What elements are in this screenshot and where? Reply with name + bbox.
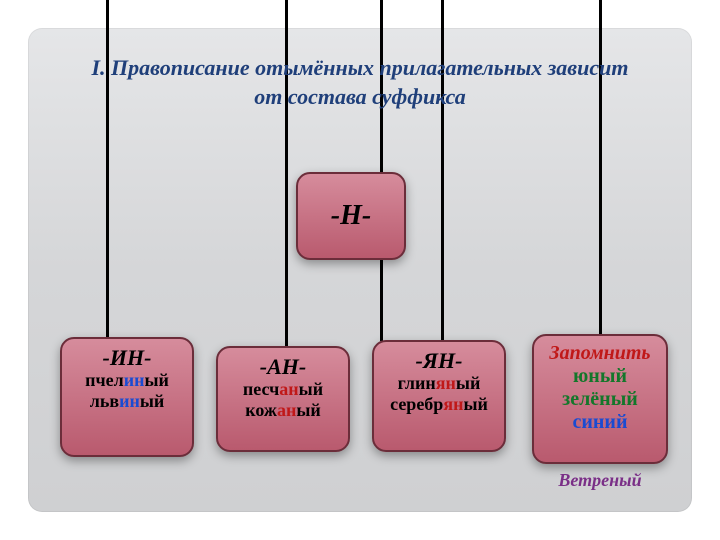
zap-word: зелёный [538, 388, 662, 411]
word-fragment: льв [90, 391, 119, 411]
word-fragment: ин [124, 370, 145, 390]
word-fragment: ан [277, 400, 296, 420]
slide: I. Правописание отымённых прилагательных… [0, 0, 720, 540]
box-zap-title: Запомнить [538, 342, 662, 365]
word-fragment: кож [245, 400, 277, 420]
box-in: -ИН-пчелиныйльвиный [60, 337, 194, 457]
box-in-suffix: -ИН- [66, 345, 188, 370]
connector-line [380, 0, 383, 341]
box-n: -Н- [296, 172, 406, 260]
box-n-label: -Н- [331, 200, 371, 232]
page-title: I. Правописание отымённых прилагательных… [0, 54, 720, 111]
example-word: песчаный [222, 379, 344, 400]
connector-line [441, 0, 444, 342]
word-fragment: ый [299, 379, 323, 399]
box-in-words: пчелиныйльвиный [66, 370, 188, 411]
box-an-suffix: -АН- [222, 354, 344, 379]
word-fragment: ый [456, 373, 480, 393]
word-fragment: пчел [85, 370, 124, 390]
box-yan-words: глиняныйсеребряный [378, 373, 500, 414]
connector-line [285, 0, 288, 349]
connector-line [599, 0, 602, 336]
example-word: глиняный [378, 373, 500, 394]
example-word: пчелиный [66, 370, 188, 391]
zap-word: синий [538, 411, 662, 434]
word-fragment: глин [398, 373, 436, 393]
zap-word: юный [538, 365, 662, 388]
word-fragment: ый [463, 394, 487, 414]
word-fragment: ый [144, 370, 168, 390]
box-an-words: песчаныйкожаный [222, 379, 344, 420]
example-word: кожаный [222, 400, 344, 421]
word-fragment: ан [279, 379, 298, 399]
example-word: серебряный [378, 394, 500, 415]
example-word: львиный [66, 391, 188, 412]
word-fragment: ин [119, 391, 140, 411]
extra-word: Ветреный [532, 470, 668, 491]
box-yan: -ЯН-глиняныйсеребряный [372, 340, 506, 452]
word-fragment: песч [243, 379, 279, 399]
word-fragment: ый [296, 400, 320, 420]
box-zap: Запомнитьюныйзелёныйсиний [532, 334, 668, 464]
word-fragment: ян [443, 394, 463, 414]
word-fragment: серебр [390, 394, 443, 414]
word-fragment: ян [436, 373, 456, 393]
box-yan-suffix: -ЯН- [378, 348, 500, 373]
word-fragment: ый [140, 391, 164, 411]
connector-line [106, 0, 109, 341]
box-an: -АН-песчаныйкожаный [216, 346, 350, 452]
